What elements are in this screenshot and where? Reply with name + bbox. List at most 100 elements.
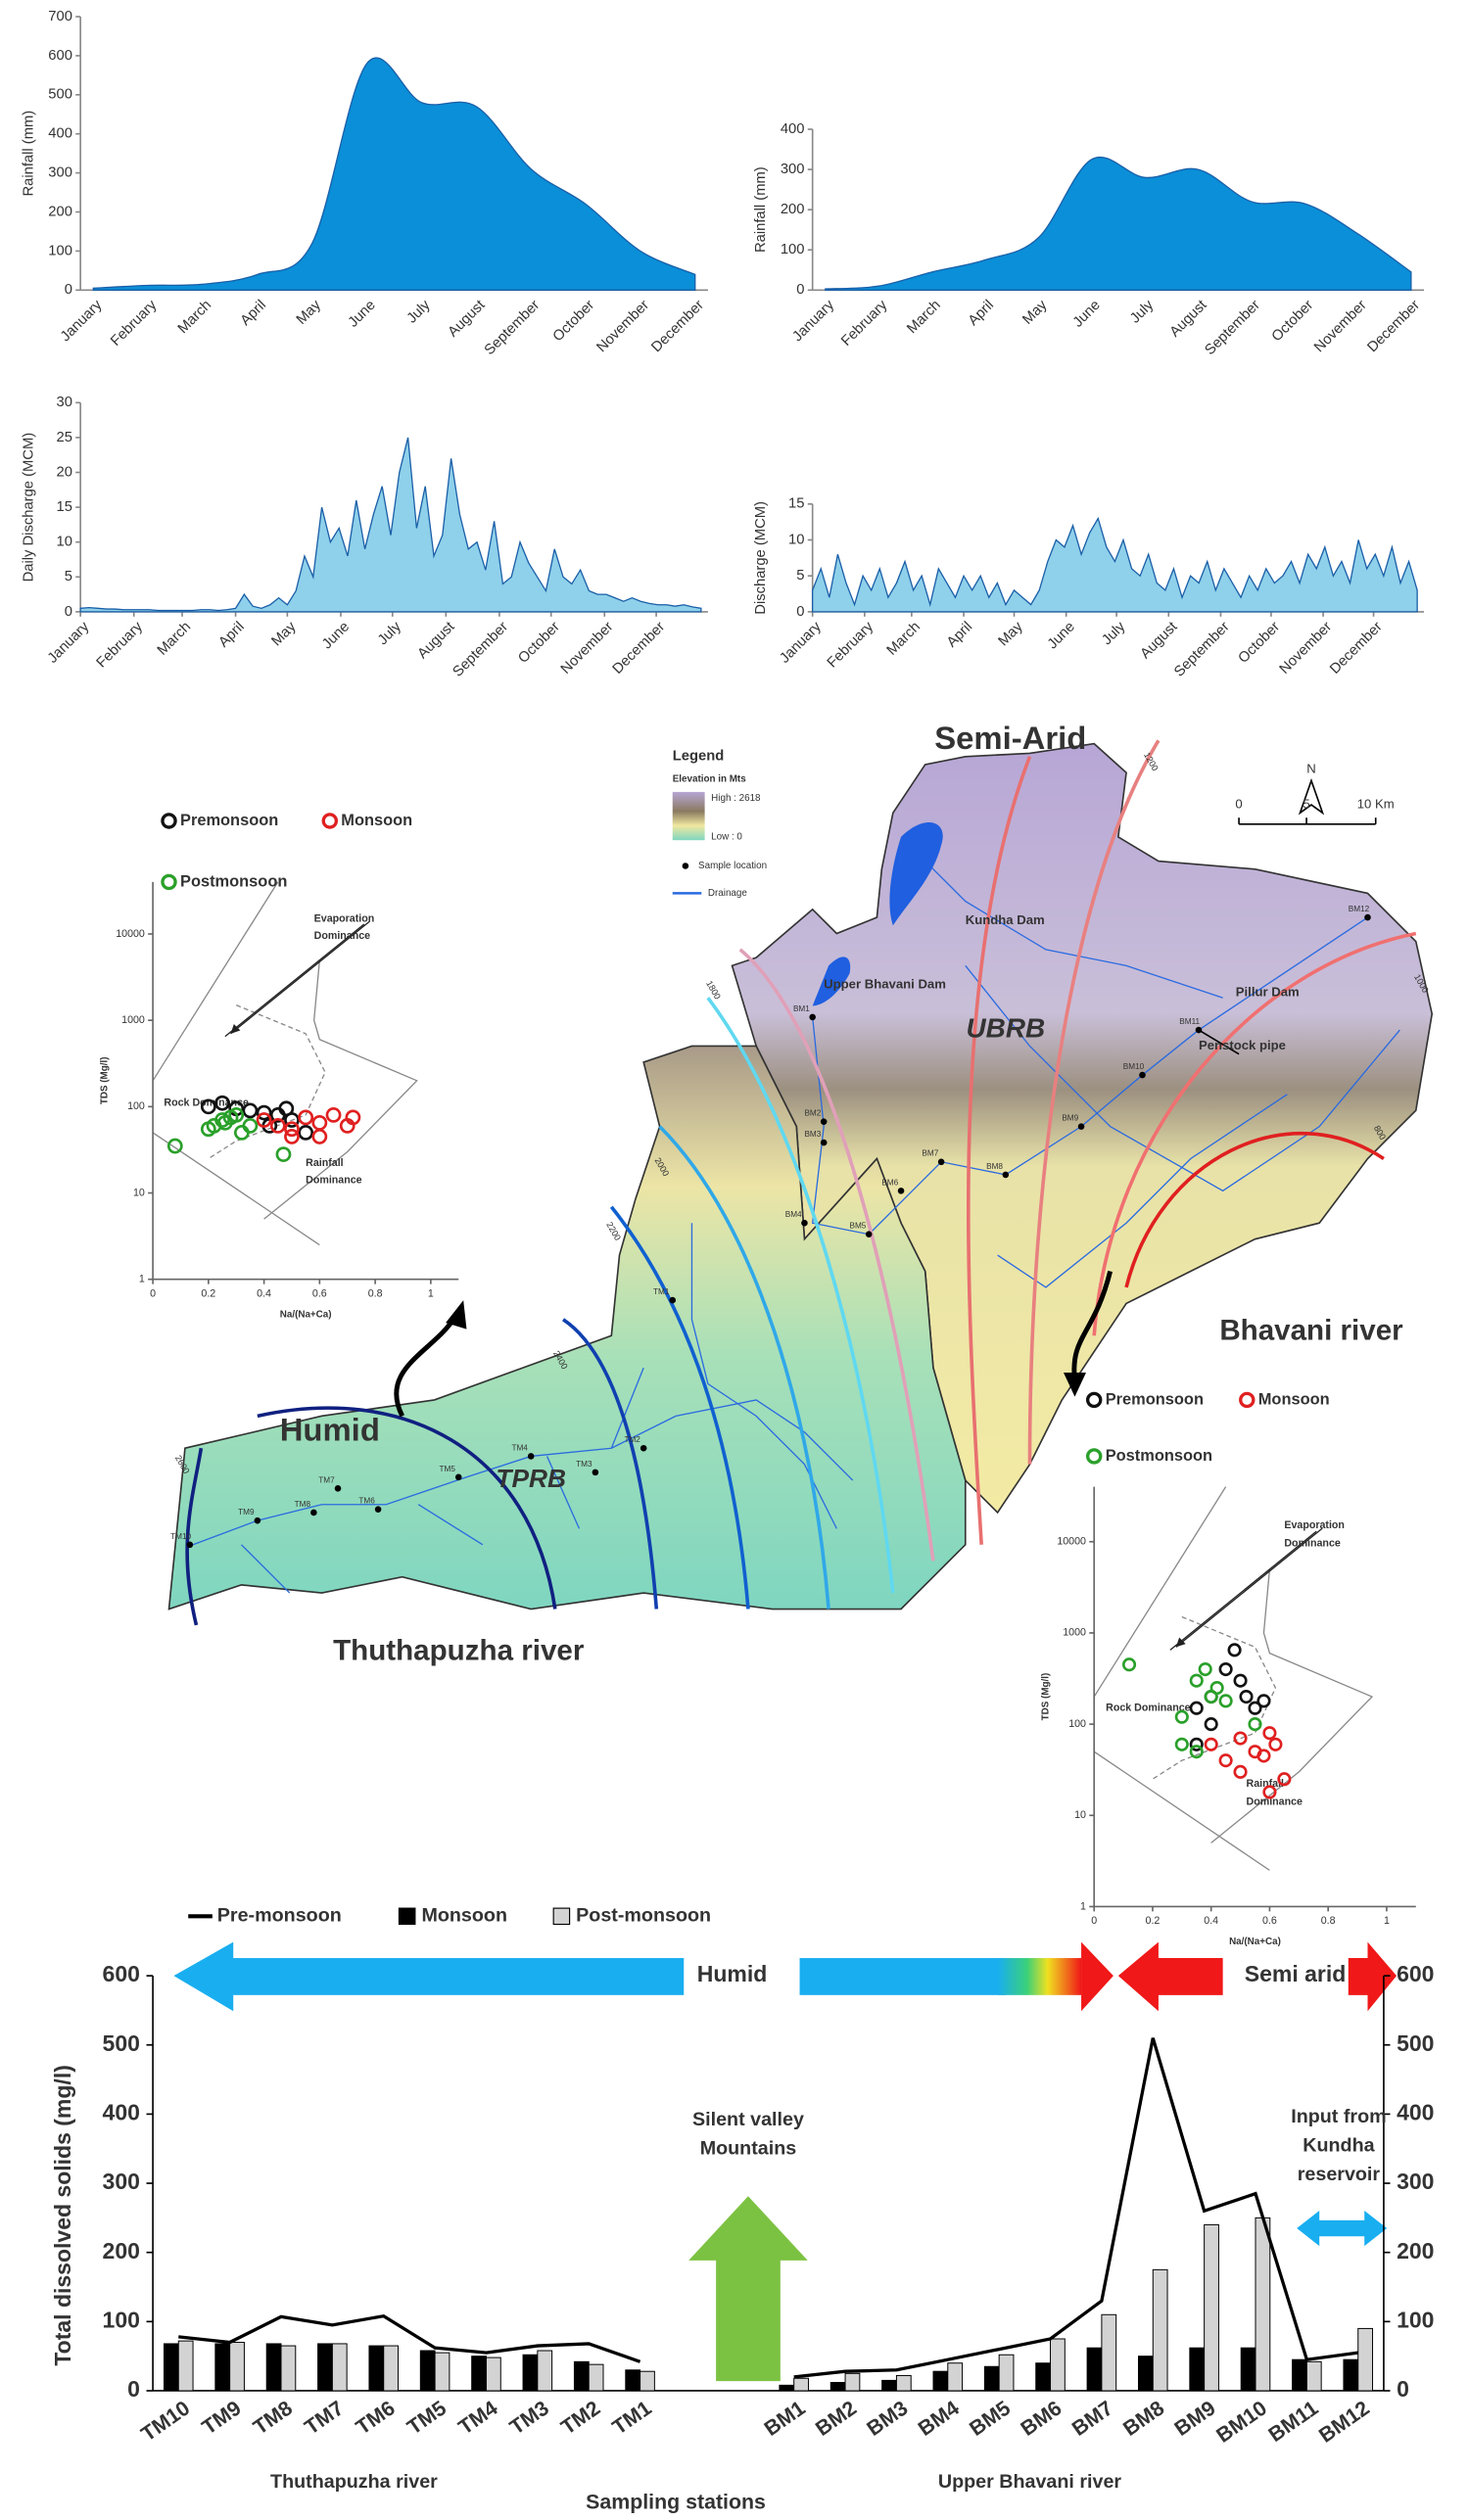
x-tick-label: TM6 (352, 2396, 400, 2439)
y-tick-label: 100 (103, 2307, 140, 2332)
station-label: TM10 (170, 1532, 191, 1541)
legend-swatch (552, 1907, 571, 1926)
bar (471, 2356, 487, 2392)
area (825, 157, 1412, 291)
station-label: BM11 (1179, 1017, 1200, 1026)
drainage (965, 964, 1400, 1192)
bar (537, 2350, 553, 2392)
contour (706, 997, 895, 1594)
station-label: TM8 (295, 1500, 311, 1509)
bar (932, 2370, 949, 2392)
point (1239, 1689, 1254, 1704)
drainage (240, 1367, 644, 1594)
y-tick-label: 400 (781, 121, 805, 137)
y-tick-label: 10 (788, 532, 804, 547)
point (1189, 1745, 1204, 1759)
y-tick-label: 100 (127, 1100, 145, 1112)
y-tick-label: 400 (48, 126, 72, 142)
transition-bar (799, 1958, 1006, 1995)
x-tick-label: April (966, 298, 997, 329)
point (275, 1146, 292, 1162)
x-tick-label: April (944, 619, 975, 650)
y-axis-label: Rainfall (mm) (21, 111, 36, 197)
y-tick-label: 1 (139, 1274, 145, 1285)
y-tick-label: 500 (103, 2030, 140, 2056)
point (284, 1129, 300, 1144)
legend-label: Pre-monsoon (217, 1905, 342, 1927)
y-axis-label: Rainfall (mm) (753, 166, 769, 253)
legend-marker (1239, 1391, 1256, 1409)
x-tick-label: November (1311, 298, 1370, 356)
x-tick-label: TM2 (556, 2396, 604, 2439)
station (1077, 1123, 1085, 1130)
bar (881, 2379, 897, 2392)
point (228, 1107, 245, 1123)
annotation: Input from (1291, 2106, 1386, 2127)
point (1248, 1717, 1262, 1732)
point (1233, 1673, 1248, 1688)
region-label: Bhavani river (1219, 1315, 1403, 1347)
legend-marker (321, 813, 339, 829)
x-tick-label: 1 (1384, 1915, 1390, 1927)
x-tick-label: BM3 (863, 2396, 913, 2441)
station-label: BM6 (881, 1178, 898, 1187)
legend-marker (161, 813, 177, 829)
semiarid-arrow (1348, 1941, 1398, 2012)
legend-text: Legend (673, 749, 725, 765)
point (1204, 1717, 1218, 1732)
y-tick-label: 20 (56, 464, 71, 480)
bar (895, 2374, 912, 2392)
point (1227, 1643, 1242, 1657)
x-tick-label: 0 (1091, 1915, 1097, 1927)
x-tick-label: December (648, 298, 707, 356)
bar (485, 2357, 501, 2392)
station-label: BM5 (849, 1222, 866, 1231)
point (1233, 1731, 1248, 1746)
x-axis-label: Sampling stations (586, 2491, 766, 2514)
group-label: Upper Bhavani river (938, 2471, 1122, 2493)
station (1195, 1026, 1203, 1034)
point (1204, 1737, 1218, 1751)
bar (1101, 2313, 1117, 2392)
bar (588, 2363, 604, 2392)
point (166, 1138, 183, 1154)
bar (1343, 2358, 1359, 2392)
y-tick-label: 700 (48, 9, 72, 24)
y-axis-label: Daily Discharge (MCM) (21, 433, 36, 583)
point (1218, 1694, 1233, 1708)
legend-text: Sample location (698, 861, 767, 871)
point (1121, 1657, 1137, 1672)
x-tick-label: October (515, 619, 563, 667)
station-label: TM1 (653, 1287, 670, 1296)
x-tick-label: March (155, 619, 194, 658)
x-tick-label: TM10 (137, 2396, 194, 2446)
y-tick-label: 30 (56, 395, 71, 410)
x-tick-label: June (1070, 298, 1104, 331)
area (92, 57, 696, 291)
y-tick-label: 300 (48, 165, 72, 181)
penstock-arrow (1198, 1029, 1240, 1055)
station (640, 1444, 647, 1452)
bar (829, 2382, 846, 2392)
station (186, 1541, 194, 1549)
gibbs-boundaries (152, 881, 418, 1246)
x-tick-label: BM5 (965, 2396, 1015, 2441)
bar (625, 2369, 641, 2392)
contour (185, 1447, 204, 1626)
x-tick-label: April (216, 619, 248, 650)
x-tick-label: March (175, 298, 214, 337)
y-tick-label: 100 (781, 242, 805, 257)
station (669, 1296, 677, 1304)
pointer-arrow (394, 1315, 458, 1418)
bar (844, 2372, 861, 2392)
bar (1152, 2268, 1168, 2392)
point (1233, 1764, 1248, 1779)
x-axis-label: Na/(Na+Ca) (280, 1309, 332, 1320)
x-tick-label: 0.8 (1321, 1915, 1336, 1927)
y-tick-label: 100 (1068, 1718, 1086, 1730)
y-tick-label: 10 (1074, 1809, 1086, 1821)
dominance-arrow (224, 923, 365, 1038)
x-tick-label: 0.2 (201, 1287, 215, 1299)
bar (1137, 2356, 1154, 2392)
y2-tick-label: 600 (1397, 1961, 1434, 1986)
